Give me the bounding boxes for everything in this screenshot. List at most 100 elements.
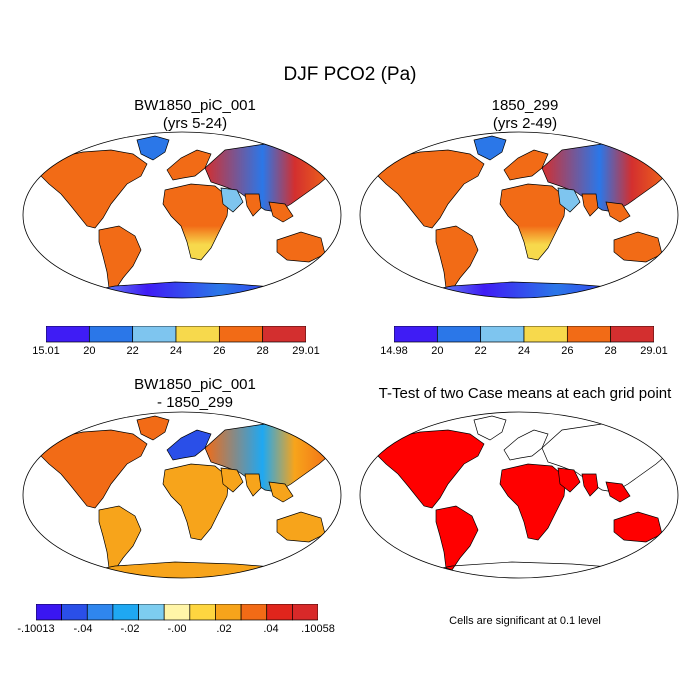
landmass-seAsia: [268, 201, 294, 223]
map-panel3: [22, 411, 342, 579]
cbar3-box-2: [86, 604, 114, 621]
panel1-title: BW1850_piC_001 (yrs 5-24): [40, 97, 350, 133]
cbar2-tick-label: 20: [431, 345, 444, 357]
cbar3-box-7: [215, 604, 242, 621]
cbar2-tick-label: 14.98: [380, 345, 408, 357]
panel3-title: BW1850_piC_001 - 1850_299: [40, 376, 350, 412]
panel2-title: 1850_299 (yrs 2-49): [370, 97, 680, 133]
landmass-arabia: [220, 187, 244, 213]
figure-title: DJF PCO2 (Pa): [283, 64, 417, 85]
panel2-title-line2: (yrs 2-49): [492, 115, 558, 132]
landmass-india: [244, 193, 262, 217]
panel3-title-line1: BW1850_piC_001: [134, 376, 256, 393]
cbar2-box-5: [610, 326, 654, 343]
cbar1-tick-label: 26: [213, 345, 226, 357]
landmass-africa: [162, 463, 230, 541]
cbar1-tick-label: 29.01: [292, 345, 320, 357]
cbar3-tick-label: -.00: [167, 623, 187, 635]
landmass-seAsia: [268, 481, 294, 503]
map2-globe-outline: [359, 131, 679, 299]
landmass-arabia: [557, 187, 581, 213]
cbar2-box-2: [480, 326, 525, 343]
colorbar-panel1: [46, 326, 306, 343]
colorbar-panel2: [394, 326, 654, 343]
landmass-india: [581, 193, 599, 217]
cbar2-tick-label: 24: [517, 345, 531, 357]
landmass-arabia: [557, 467, 581, 493]
cbar1-box-1: [88, 326, 134, 343]
landmass-arabia: [220, 467, 244, 493]
cbar2-box-3: [523, 326, 568, 343]
map-panel4: [359, 411, 679, 579]
landmass-southAmerica: [98, 225, 142, 291]
landmass-northAmerica: [371, 429, 485, 509]
cbar2-box-4: [566, 326, 612, 343]
landmass-southAmerica: [435, 225, 479, 291]
cbar2-box-1: [436, 326, 482, 343]
panel2-title-line1: 1850_299: [491, 97, 559, 114]
cbar3-box-9: [266, 604, 293, 621]
cbar3-box-1: [61, 604, 88, 621]
cbar1-box-2: [132, 326, 177, 343]
landmass-seAsia: [605, 201, 631, 223]
panel4-title-line1: T-Test of two Case means at each grid po…: [378, 385, 672, 402]
landmass-northAmerica: [34, 149, 148, 229]
landmass-northAmerica: [371, 149, 485, 229]
cbar1-tick-label: 22: [126, 345, 139, 357]
landmass-africa: [162, 183, 230, 261]
cbar1-tick-label: 24: [169, 345, 183, 357]
landmass-northAmerica: [34, 429, 148, 509]
cbar1-box-0: [46, 326, 90, 343]
cbar3-tick-label: .02: [216, 623, 232, 635]
map4-landmasses: [371, 415, 671, 578]
landmass-southAmerica: [435, 505, 479, 571]
landmass-india: [244, 473, 262, 497]
cbar3-tick-label: -.10013: [17, 623, 55, 635]
cbar1-box-4: [218, 326, 264, 343]
cbar2-box-0: [394, 326, 438, 343]
map3-globe-outline: [22, 411, 342, 579]
cbar3-tick-label: .10058: [301, 623, 335, 635]
cbar1-tick-label: 15.01: [32, 345, 60, 357]
cbar3-tick-label: -.02: [120, 623, 140, 635]
landmass-india: [581, 473, 599, 497]
cbar3-box-6: [189, 604, 216, 621]
cbar1-tick-label: 20: [83, 345, 96, 357]
panel1-title-line1: BW1850_piC_001: [134, 97, 256, 114]
landmass-greenland: [136, 415, 170, 441]
cbar3-box-8: [240, 604, 268, 621]
landmass-africa: [499, 183, 567, 261]
panel4-title: T-Test of two Case means at each grid po…: [355, 385, 695, 403]
significance-footnote: Cells are significant at 0.1 level: [449, 615, 601, 627]
cbar1-tick-label: 28: [256, 345, 269, 357]
map4-globe-outline: [359, 411, 679, 579]
landmass-seAsia: [605, 481, 631, 503]
landmass-australia: [613, 231, 663, 263]
landmass-australia: [276, 231, 326, 263]
landmass-southAmerica: [98, 505, 142, 571]
map1-globe-outline: [22, 131, 342, 299]
landmass-greenland: [136, 135, 170, 161]
landmass-africa: [499, 463, 567, 541]
landmass-australia: [613, 511, 663, 543]
landmass-greenland: [473, 415, 507, 441]
map-panel1: [22, 131, 342, 299]
cbar3-box-0: [36, 604, 62, 621]
cbar2-tick-label: 28: [604, 345, 617, 357]
colorbar-panel3: [36, 604, 318, 621]
cbar2-tick-label: 22: [474, 345, 487, 357]
cbar3-tick-label: .04: [263, 623, 279, 635]
map1-landmasses: [34, 135, 334, 298]
cbar3-box-5: [163, 604, 191, 621]
cbar3-box-3: [112, 604, 139, 621]
landmass-australia: [276, 511, 326, 543]
landmass-greenland: [473, 135, 507, 161]
cbar1-box-5: [262, 326, 306, 343]
cbar1-box-3: [175, 326, 220, 343]
panel3-title-line2: - 1850_299: [157, 394, 233, 411]
cbar2-tick-label: 26: [561, 345, 574, 357]
map-panel2: [359, 131, 679, 299]
cbar3-tick-label: -.04: [73, 623, 93, 635]
cbar3-box-4: [138, 604, 165, 621]
cbar3-box-10: [292, 604, 318, 621]
